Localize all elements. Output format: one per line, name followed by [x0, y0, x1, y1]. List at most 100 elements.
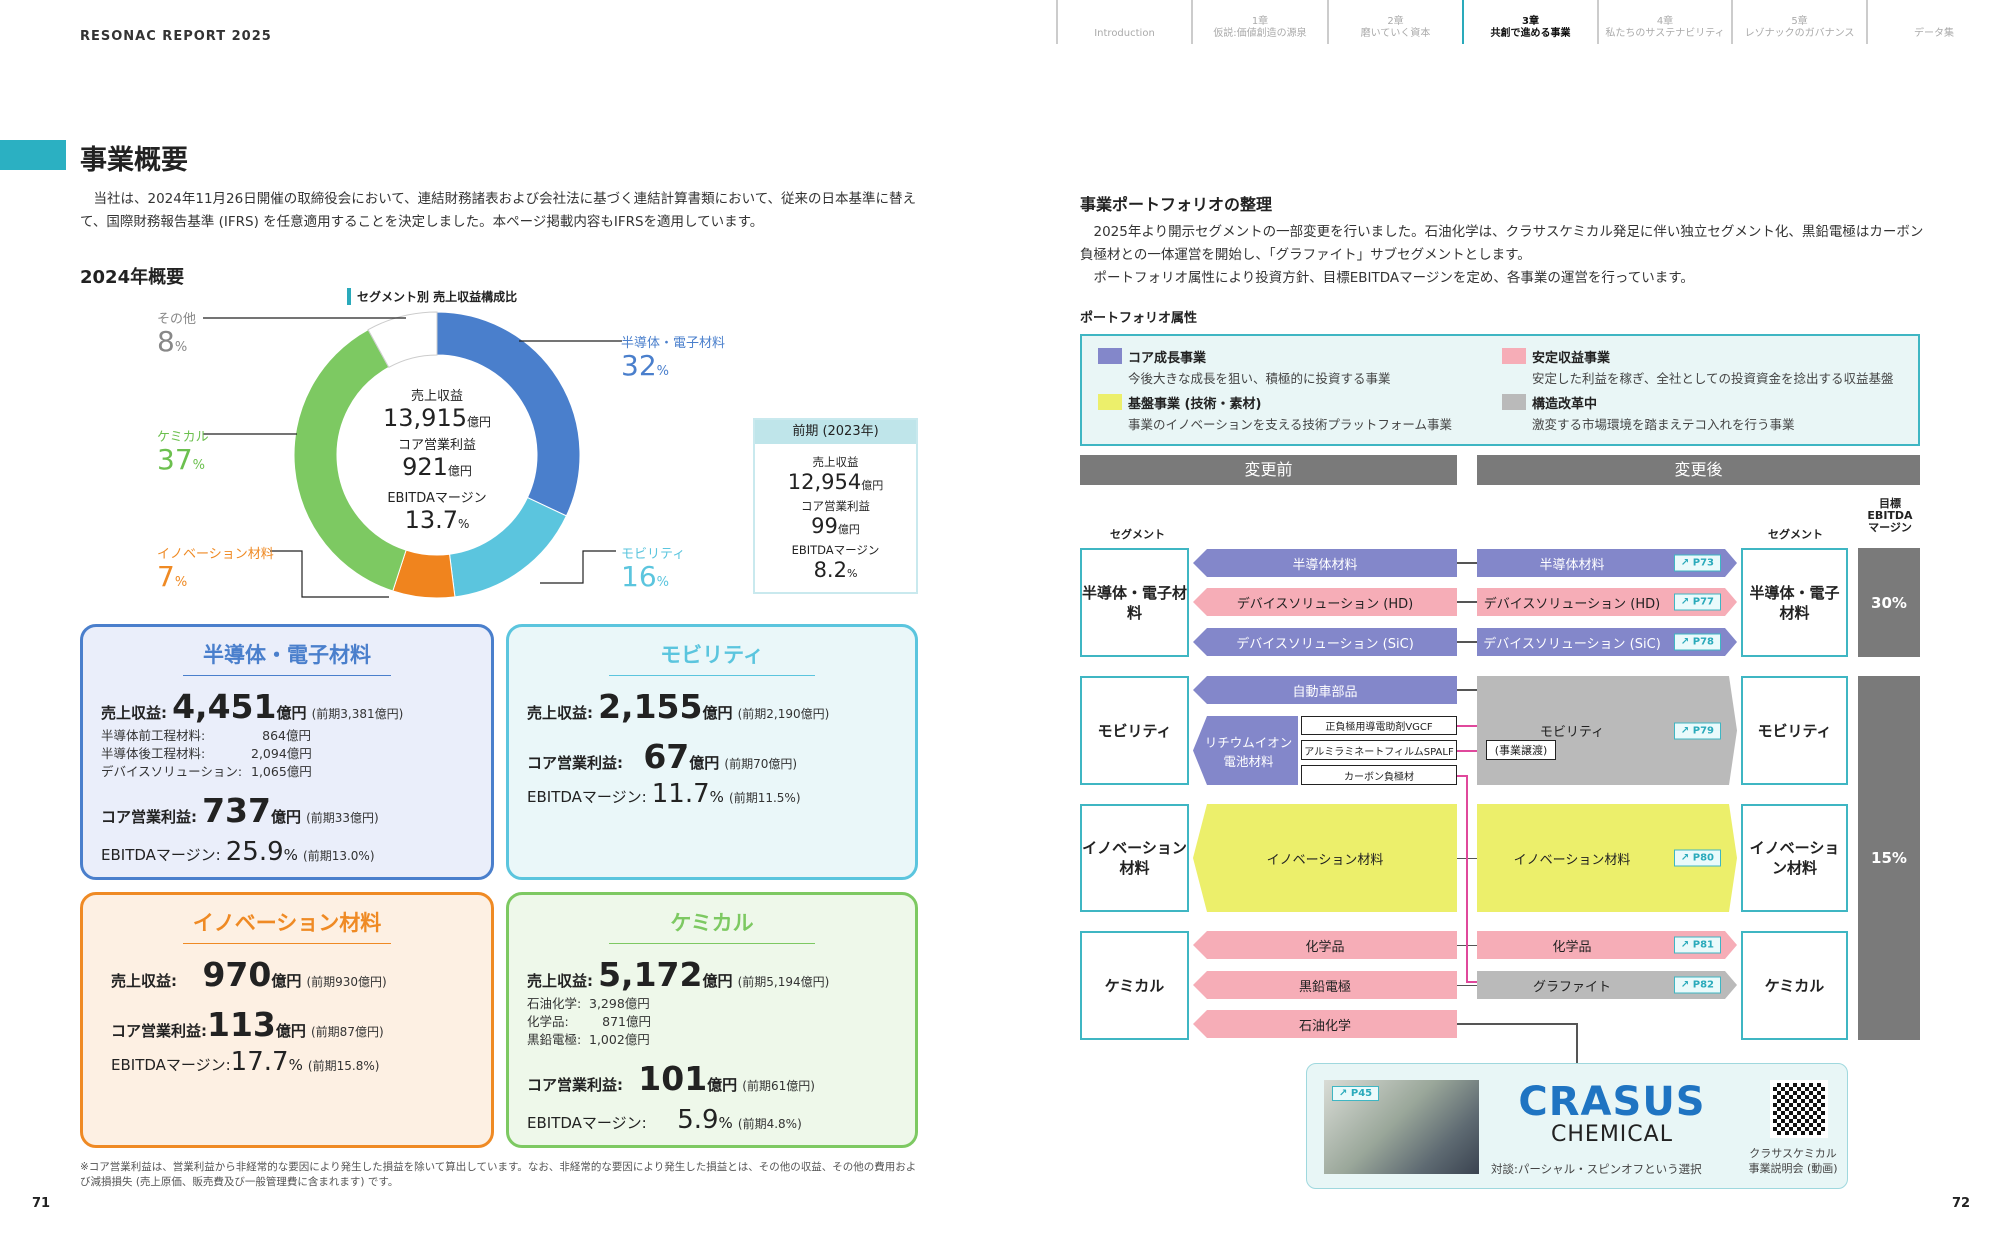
before-device-hd: デバイスソリューション (HD): [1193, 588, 1457, 616]
target-ebitda-30: 30%: [1858, 548, 1920, 657]
leader-mob: [540, 550, 616, 584]
segment-before-innovation: イノベーション材料: [1080, 804, 1189, 912]
leader-innov: [270, 550, 389, 598]
before-auto-parts: 自動車部品: [1193, 676, 1457, 704]
after-device-sic: デバイスソリューション (SiC) ↗ P78: [1477, 628, 1737, 656]
before-petrochem: 石油化学: [1193, 1010, 1457, 1038]
attribute-legend: コア成長事業 今後大きな成長を狙い、積極的に投資する事業 安定収益事業 安定した…: [1080, 334, 1920, 446]
card-mobility: モビリティ 売上収益: 2,155億円 (前期2,190億円) コア営業利益: …: [506, 624, 918, 880]
leader-lines: [203, 317, 622, 598]
li-item-carbon: カーボン負極材: [1301, 765, 1457, 785]
donut-slice-3: [293, 329, 407, 592]
label-innov: イノベーション材料 7%: [157, 547, 274, 593]
donut-center: 売上収益 13,915億円 コア営業利益 921億円 EBITDAマージン 13…: [383, 389, 491, 534]
tab-data[interactable]: データ集: [1866, 0, 2000, 44]
card-innovation: イノベーション材料 売上収益: 970億円 (前期930億円) コア営業利益:1…: [80, 892, 494, 1148]
swatch-foundation: [1098, 394, 1122, 410]
after-innovation: イノベーション材料 ↗ P80: [1477, 804, 1737, 912]
tab-chapter-3[interactable]: 3章 共創で進める事業: [1462, 0, 1597, 44]
crasus-logo: CRASUS: [1518, 1079, 1706, 1125]
segment-after-chemical: ケミカル: [1741, 931, 1848, 1040]
page-ref-link[interactable]: ↗ P79: [1674, 722, 1721, 739]
swatch-restructuring: [1502, 394, 1526, 410]
before-graphite-electrode: 黒鉛電極: [1193, 971, 1457, 999]
segment-after-innovation: イノベーション材料: [1741, 804, 1848, 912]
qr-caption: クラサスケミカル 事業説明会 (動画): [1748, 1147, 1838, 1175]
report-brand: RESONAC REPORT 2025: [80, 29, 272, 44]
tab-chapter: 2章: [1387, 16, 1404, 27]
segment-before-semi: 半導体・電子材料: [1080, 548, 1189, 657]
crasus-logo-sub: CHEMICAL: [1551, 1122, 1673, 1147]
card-semiconductor: 半導体・電子材料 売上収益: 4,451億円 (前期3,381億円) 半導体前工…: [80, 624, 494, 880]
page-ref-link[interactable]: ↗ P80: [1674, 850, 1721, 867]
page-number-left: 71: [32, 1196, 51, 1211]
portfolio-text-1: 2025年より開示セグメントの一部変更を行いました。石油化学は、クラサスケミカル…: [1080, 224, 1924, 263]
label-mob: モビリティ 16%: [621, 547, 686, 593]
tab-chapter: [1868, 16, 2000, 28]
after-header: 変更後: [1477, 455, 1920, 485]
tab-chapter-4[interactable]: 4章 私たちのサステナビリティ: [1597, 0, 1731, 44]
before-header: 変更前: [1080, 455, 1457, 485]
target-ebitda-label: 目標 EBITDA マージン: [1867, 497, 1913, 534]
attr-title: ポートフォリオ属性: [1080, 311, 1198, 326]
card-chemical: ケミカル 売上収益: 5,172億円 (前期5,194億円) 石油化学: 3,29…: [506, 892, 918, 1148]
page-ref-link[interactable]: ↗ P78: [1674, 634, 1721, 651]
swatch-core-growth: [1098, 348, 1122, 364]
page-ref-link[interactable]: ↗ P81: [1674, 937, 1721, 954]
tab-label: レゾナックのガバナンス: [1744, 28, 1855, 39]
swatch-stable: [1502, 348, 1526, 364]
tab-chapter-5[interactable]: 5章 レゾナックのガバナンス: [1731, 0, 1866, 44]
before-innovation: イノベーション材料: [1193, 804, 1457, 912]
before-li-battery: リチウムイオン電池材料: [1193, 716, 1298, 785]
tab-chapter: 5章: [1791, 16, 1808, 27]
segment-after-mobility: モビリティ: [1741, 676, 1848, 785]
page-ref-link[interactable]: ↗ P77: [1674, 594, 1721, 611]
donut-slice-4: [367, 311, 438, 369]
page-title: 事業概要: [80, 145, 188, 176]
segment-before-chemical: ケミカル: [1080, 931, 1189, 1040]
page-ref-link[interactable]: ↗ P82: [1674, 977, 1721, 994]
segment-before-mobility: モビリティ: [1080, 676, 1189, 785]
tab-chapter: 3章: [1522, 16, 1539, 27]
tab-chapter-2[interactable]: 2章 磨いていく資本: [1327, 0, 1462, 44]
segment-after-semi: 半導体・電子材料: [1741, 548, 1848, 657]
title-accent: [0, 140, 66, 170]
li-item-vgcf: 正負極用導電助剤VGCF: [1301, 716, 1457, 735]
tab-introduction[interactable]: Introduction: [1056, 0, 1191, 44]
before-chemicals: 化学品: [1193, 931, 1457, 959]
overview-title: 2024年概要: [80, 267, 185, 288]
page-ref-link[interactable]: ↗ P45: [1332, 1086, 1380, 1101]
after-semi-materials: 半導体材料 ↗ P73: [1477, 549, 1737, 577]
petrochem-connector: [1457, 1023, 1578, 1025]
page-ref-link[interactable]: ↗ P73: [1674, 555, 1721, 572]
portfolio-title: 事業ポートフォリオの整理: [1080, 195, 1273, 214]
li-item-spalf: アルミラミネートフィルムSPALF: [1301, 740, 1457, 760]
footnote: ※コア営業利益は、営業利益から非経常的な要因により発生した損益を除いて算出してい…: [80, 1161, 917, 1188]
tab-chapter: [1058, 16, 1191, 28]
pink-connector-carbon: [1466, 775, 1468, 983]
before-device-sic: デバイスソリューション (SiC): [1193, 628, 1457, 656]
after-device-hd: デバイスソリューション (HD) ↗ P77: [1477, 588, 1737, 616]
pink-connector-vgcf: [1457, 725, 1477, 727]
crasus-chemical-banner[interactable]: ↗ P45 CRASUS CHEMICAL 対談:パーシャル・スピンオフという選…: [1306, 1063, 1848, 1189]
tab-label: 共創で進める事業: [1490, 28, 1571, 39]
after-chemicals: 化学品 ↗ P81: [1477, 931, 1737, 959]
interview-caption: 対談:パーシャル・スピンオフという選択: [1491, 1162, 1702, 1176]
tab-label: 仮説:価値創造の源泉: [1213, 28, 1307, 39]
page-number-right: 72: [1952, 1196, 1971, 1211]
tab-chapter: 4章: [1656, 16, 1674, 27]
portfolio-text-2: ポートフォリオ属性により投資方針、目標EBITDAマージンを定め、各事業の運営を…: [1080, 270, 1694, 286]
qr-code[interactable]: [1770, 1080, 1828, 1138]
after-mobility: モビリティ ↗ P79: [1477, 676, 1737, 785]
chart-title: セグメント別 売上収益構成比: [347, 288, 517, 305]
segment-label-after: セグメント: [1768, 528, 1823, 541]
tab-chapter-1[interactable]: 1章 仮説:価値創造の源泉: [1191, 0, 1327, 44]
prev-year-box: 前期 (2023年) 売上収益 12,954億円 コア営業利益 99億円 EBI…: [753, 418, 918, 594]
before-semi-materials: 半導体材料: [1193, 549, 1457, 577]
interview-photo: ↗ P45: [1324, 1080, 1479, 1174]
tab-label: 私たちのサステナビリティ: [1605, 28, 1725, 39]
tab-label: Introduction: [1094, 28, 1155, 39]
segment-label-before: セグメント: [1110, 528, 1165, 541]
target-ebitda-15: 15%: [1858, 676, 1920, 1040]
transfer-note: (事業譲渡): [1486, 740, 1556, 760]
